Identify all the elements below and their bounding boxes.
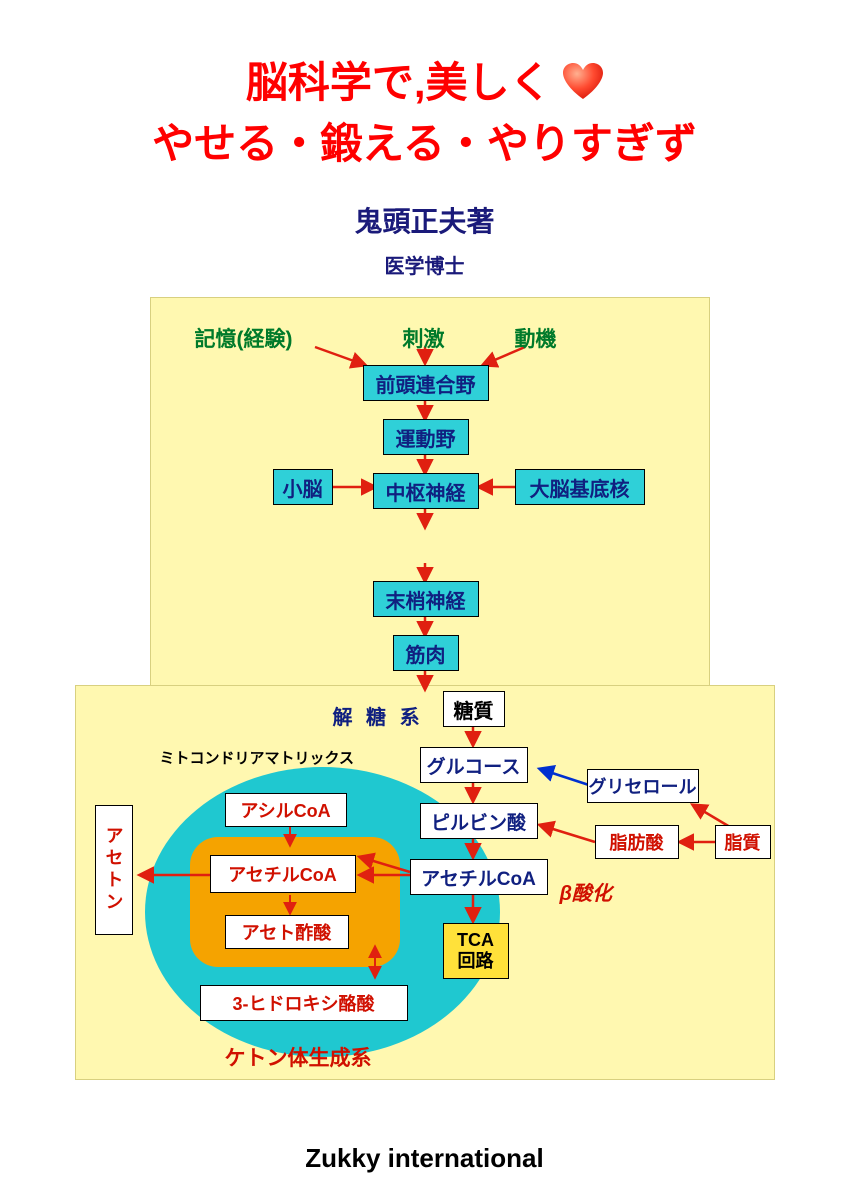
node-glucose: グルコース (420, 747, 528, 783)
title-text-2: やせる・鍛える・やりすぎず (152, 120, 697, 167)
title-block: 脳科学で,美しく やせる・鍛える・やりすぎず (0, 0, 849, 172)
title-line-2: やせる・鍛える・やりすぎず (0, 116, 849, 173)
label-motive: 動機 (515, 323, 557, 353)
node-motor: 運動野 (383, 419, 469, 455)
title-line-1: 脳科学で,美しく (0, 55, 849, 116)
author-degree: 医学博士 (0, 250, 849, 279)
node-basal: 大脳基底核 (515, 469, 645, 505)
node-sugar: 糖質 (443, 691, 505, 727)
node-tca: TCA 回路 (443, 923, 509, 979)
node-pyruvate: ピルビン酸 (420, 803, 538, 839)
node-acyl-coa: アシルCoA (225, 793, 347, 827)
node-hydroxybutyrate: 3-ヒドロキシ酪酸 (200, 985, 408, 1021)
label-ketone: ケトン体生成系 (225, 1042, 372, 1072)
author-block: 鬼頭正夫著 医学博士 (0, 200, 849, 279)
node-glycerol: グリセロール (587, 769, 699, 803)
node-acetoacetate: アセト酢酸 (225, 915, 349, 949)
node-fatty-acid: 脂肪酸 (595, 825, 679, 859)
label-stimulus: 刺激 (403, 323, 445, 353)
footer: Zukky international (0, 1143, 849, 1174)
node-cns: 中枢神経 (373, 473, 479, 509)
diagram: 記憶(経験) 刺激 動機 前頭連合野 運動野 小脳 大脳基底核 中枢神経 末梢神… (75, 297, 775, 1087)
label-memory: 記憶(経験) (195, 323, 293, 353)
node-acetone: アセトン (95, 805, 133, 935)
node-acetyl-main: アセチルCoA (410, 859, 548, 895)
label-glycolysis: 解 糖 系 (333, 701, 424, 730)
node-lipid: 脂質 (715, 825, 771, 859)
node-acetyl-mito: アセチルCoA (210, 855, 356, 893)
label-mito-matrix: ミトコンドリアマトリックス (160, 747, 355, 768)
node-prefrontal: 前頭連合野 (363, 365, 489, 401)
heart-icon (563, 59, 603, 116)
title-text-1: 脳科学で,美しく (246, 59, 552, 106)
tca-text: TCA 回路 (457, 930, 494, 973)
node-pns-real: 末梢神経 (373, 581, 479, 617)
label-beta-ox: β酸化 (560, 877, 612, 906)
node-muscle: 筋肉 (393, 635, 459, 671)
author-name: 鬼頭正夫著 (0, 200, 849, 240)
node-cerebellum: 小脳 (273, 469, 333, 505)
